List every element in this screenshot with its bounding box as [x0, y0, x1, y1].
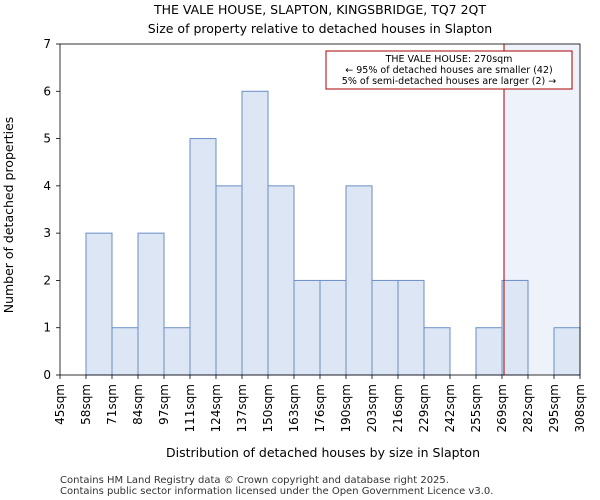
chart-title: THE VALE HOUSE, SLAPTON, KINGSBRIDGE, TQ…: [153, 2, 486, 17]
bar-58sqm: [85, 232, 113, 376]
bar-295sqm: [553, 327, 581, 376]
y-axis-title: Number of detached properties: [1, 117, 16, 314]
bars-group: [85, 90, 581, 376]
y-tick-label-3: 3: [43, 226, 51, 240]
x-tick-label-150sqm: 150sqm: [261, 384, 275, 432]
bar-150sqm: [267, 185, 295, 376]
x-tick-label-295sqm: 295sqm: [547, 384, 561, 432]
property-annotation: THE VALE HOUSE: 270sqm ← 95% of detached…: [325, 50, 573, 90]
x-tick-label-269sqm: 269sqm: [495, 384, 509, 432]
x-tick-label-242sqm: 242sqm: [443, 384, 457, 432]
bar-203sqm: [371, 279, 399, 376]
x-tick-label-97sqm: 97sqm: [157, 384, 171, 425]
x-tick-label-58sqm: 58sqm: [79, 384, 93, 425]
y-tick-label-6: 6: [43, 84, 51, 98]
x-axis: 45sqm 58sqm 71sqm 84sqm 97sqm 111sqm 124sqm 137…: [53, 375, 587, 432]
x-tick-label-84sqm: 84sqm: [131, 384, 145, 425]
bar-269sqm: [501, 279, 529, 376]
x-tick-label-45sqm: 45sqm: [53, 384, 67, 425]
bar-163sqm: [293, 279, 321, 376]
x-axis-title: Distribution of detached houses by size …: [166, 445, 480, 460]
y-tick-label-4: 4: [43, 179, 51, 193]
x-tick-label-216sqm: 216sqm: [391, 384, 405, 432]
annotation-line-2: ← 95% of detached houses are smaller (42…: [345, 65, 552, 76]
footer-line-2: Contains public sector information licen…: [60, 486, 493, 497]
bar-216sqm: [397, 279, 425, 376]
x-tick-label-124sqm: 124sqm: [209, 384, 223, 432]
annotation-line-3: 5% of semi-detached houses are larger (2…: [342, 76, 556, 87]
x-tick-label-203sqm: 203sqm: [365, 384, 379, 432]
y-axis: 0 1 2 3 4 5 6 7: [43, 37, 60, 382]
x-tick-label-163sqm: 163sqm: [287, 384, 301, 432]
footer-line-1: Contains HM Land Registry data © Crown c…: [60, 475, 449, 486]
bar-97sqm: [163, 327, 191, 376]
bar-176sqm: [319, 279, 347, 376]
bar-84sqm: [137, 232, 165, 376]
x-tick-label-176sqm: 176sqm: [313, 384, 327, 432]
bar-71sqm: [111, 327, 139, 376]
bar-255sqm: [475, 327, 503, 376]
y-tick-label-0: 0: [43, 368, 51, 382]
x-tick-label-255sqm: 255sqm: [469, 384, 483, 432]
x-tick-label-282sqm: 282sqm: [521, 384, 535, 432]
y-tick-label-7: 7: [43, 37, 51, 51]
x-tick-label-190sqm: 190sqm: [339, 384, 353, 432]
y-tick-label-5: 5: [43, 132, 51, 146]
x-tick-label-71sqm: 71sqm: [105, 384, 119, 425]
bar-229sqm: [423, 327, 451, 376]
bar-137sqm: [241, 90, 269, 376]
x-tick-label-111sqm: 111sqm: [183, 384, 197, 432]
chart-subtitle: Size of property relative to detached ho…: [148, 21, 492, 36]
annotation-line-1: THE VALE HOUSE: 270sqm: [385, 54, 513, 65]
bar-111sqm: [189, 138, 217, 376]
x-tick-label-137sqm: 137sqm: [235, 384, 249, 432]
x-tick-label-308sqm: 308sqm: [573, 384, 587, 432]
y-tick-label-1: 1: [43, 321, 51, 335]
x-tick-label-229sqm: 229sqm: [417, 384, 431, 432]
bar-190sqm: [345, 185, 373, 376]
bar-124sqm: [215, 185, 243, 376]
y-tick-label-2: 2: [43, 273, 51, 287]
annotation-box: [325, 50, 573, 90]
